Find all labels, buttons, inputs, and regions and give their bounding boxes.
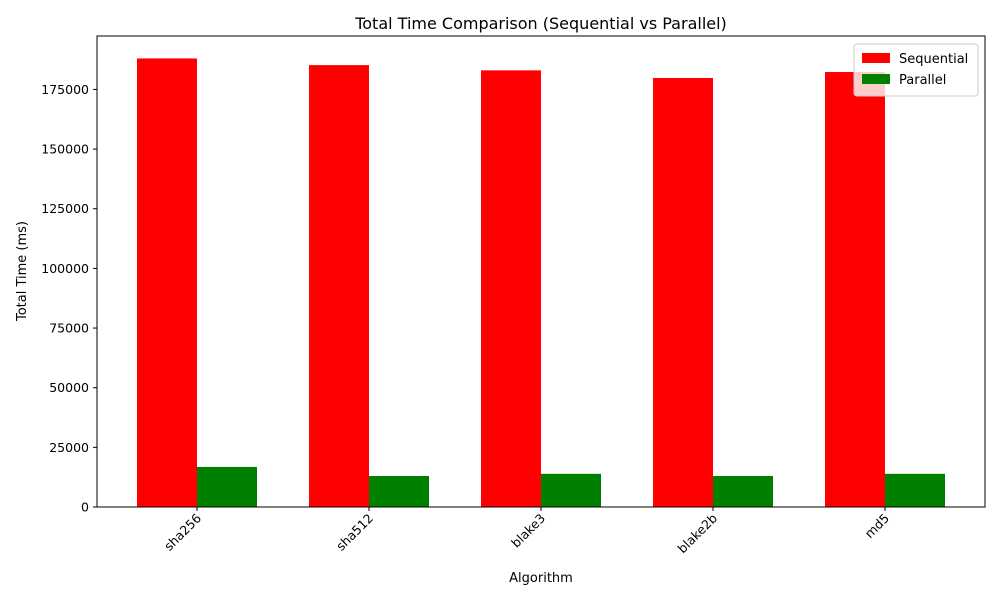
y-tick-label: 175000 <box>41 82 89 97</box>
bar-sequential-md5 <box>825 72 885 508</box>
bar-parallel-blake3 <box>541 473 601 507</box>
x-tick-label: sha256 <box>161 510 204 553</box>
bar-sequential-sha256 <box>137 58 197 508</box>
bar-sequential-sha512 <box>309 65 369 507</box>
y-tick-label: 125000 <box>41 201 89 216</box>
x-tick-label: sha512 <box>333 511 376 554</box>
chart-title: Total Time Comparison (Sequential vs Par… <box>354 14 727 33</box>
x-axis-ticks: sha256 sha512 blake3 blake2b md5 <box>161 507 892 556</box>
bar-sequential-blake2b <box>653 77 713 507</box>
y-tick-label: 25000 <box>49 440 89 455</box>
y-tick-label: 150000 <box>41 142 89 157</box>
bar-parallel-sha256 <box>197 466 257 507</box>
legend-label-parallel: Parallel <box>899 73 946 88</box>
y-tick-label: 100000 <box>41 261 89 276</box>
bar-parallel-blake2b <box>713 475 773 507</box>
x-tick-label: blake3 <box>508 511 548 551</box>
y-tick-label: 75000 <box>49 321 89 336</box>
bar-parallel-md5 <box>885 473 945 507</box>
bar-sequential-blake3 <box>481 70 541 507</box>
x-tick-label: blake2b <box>675 510 721 556</box>
plot-frame <box>96 35 986 508</box>
y-axis-ticks: 0 25000 50000 75000 100000 125000 150000 175000 <box>41 82 97 515</box>
y-axis-label: Total Time (ms) <box>15 221 30 322</box>
legend-swatch-parallel <box>862 74 890 84</box>
legend-label-sequential: Sequential <box>899 52 968 67</box>
bars-group <box>137 58 945 508</box>
x-tick-label: md5 <box>862 511 892 541</box>
y-tick-label: 0 <box>81 500 89 515</box>
legend: Sequential Parallel <box>853 43 979 97</box>
x-axis-label: Algorithm <box>509 571 573 586</box>
y-tick-label: 50000 <box>49 380 89 395</box>
legend-swatch-sequential <box>862 53 890 63</box>
bar-parallel-sha512 <box>369 475 429 507</box>
